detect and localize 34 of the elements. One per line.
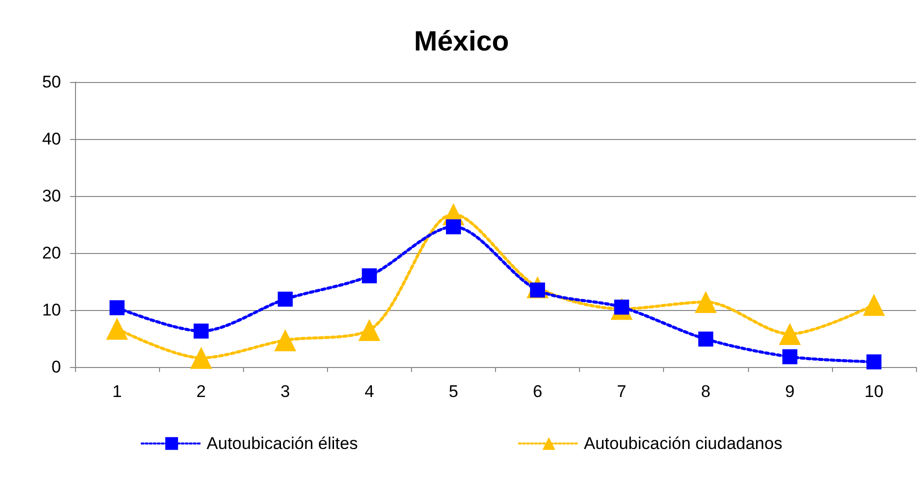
x-tick-label: 9	[785, 382, 795, 401]
chart-title: México	[414, 26, 509, 56]
point	[190, 346, 212, 369]
x-tick-label: 8	[701, 382, 710, 401]
x-tick-label: 6	[532, 382, 542, 401]
point	[694, 291, 717, 314]
x-tick-label: 3	[280, 382, 290, 401]
point	[194, 324, 209, 339]
point	[698, 332, 714, 347]
point	[274, 329, 296, 352]
point	[362, 268, 377, 284]
point	[862, 294, 885, 316]
y-tick-label: 40	[42, 130, 61, 148]
x-tick-label: 2	[196, 382, 206, 401]
point	[106, 318, 128, 340]
x-tick-label: 10	[864, 382, 884, 401]
y-tick-label: 0	[52, 358, 61, 376]
point	[778, 322, 801, 345]
x-tick-label: 5	[448, 382, 458, 401]
x-tick-label: 1	[112, 382, 122, 401]
point	[446, 219, 461, 234]
point	[866, 354, 882, 370]
point	[782, 349, 798, 364]
y-tick-label: 20	[42, 244, 61, 262]
point	[278, 292, 293, 307]
y-tick-label: 10	[42, 300, 61, 320]
x-tick-label: 7	[616, 382, 626, 401]
x-tick-label: 4	[364, 382, 374, 401]
point	[358, 318, 380, 341]
legend-label: Autoubicación ciudadanos	[584, 434, 782, 453]
legend-label: Autoubicación élites	[206, 434, 358, 453]
y-tick-label: 30	[42, 186, 61, 206]
point	[110, 300, 125, 316]
y-tick-label: 50	[42, 72, 61, 92]
